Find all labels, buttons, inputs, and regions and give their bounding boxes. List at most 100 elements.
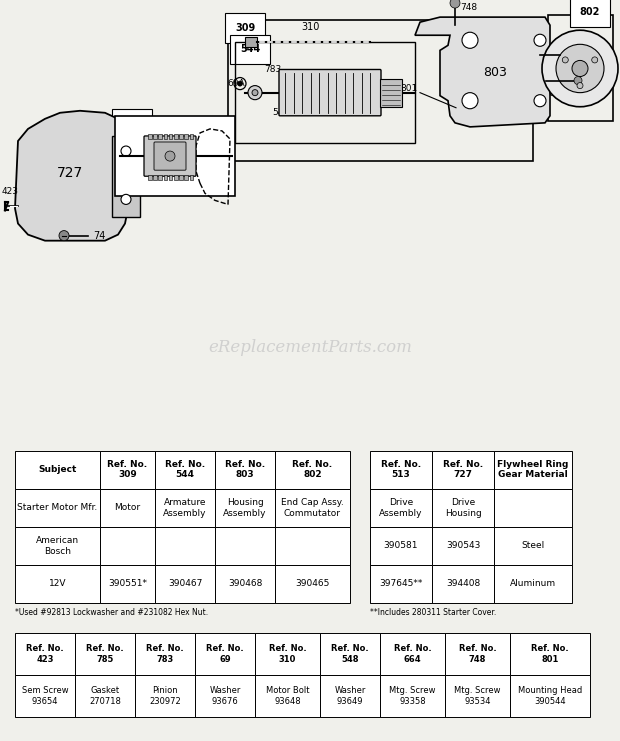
Text: 397645**: 397645** [379,579,423,588]
Bar [15,451,100,489]
Circle shape [165,151,175,161]
Text: 69A: 69A [228,79,245,88]
Text: **Includes 280311 Starter Cover.: **Includes 280311 Starter Cover. [370,608,496,617]
Circle shape [591,57,598,63]
Circle shape [121,194,131,205]
Circle shape [562,57,569,63]
Text: 727: 727 [57,166,83,180]
Bar [432,565,494,603]
Circle shape [534,34,546,47]
Circle shape [574,76,582,84]
Bar [158,175,162,180]
Circle shape [462,93,478,109]
Text: Housing
Assembly: Housing Assembly [223,498,267,517]
Bar [153,175,157,180]
Bar [174,134,177,139]
Text: 394408: 394408 [446,579,480,588]
Text: Ref. No.
783: Ref. No. 783 [146,644,184,664]
Text: Armature
Assembly: Armature Assembly [163,498,206,517]
FancyBboxPatch shape [144,136,196,176]
Circle shape [59,230,69,241]
FancyBboxPatch shape [245,37,257,47]
Bar [235,42,415,143]
Text: Sem Screw
93654: Sem Screw 93654 [22,686,68,705]
Bar [510,675,590,717]
Text: Subject: Subject [38,465,77,474]
Text: Ref. No.
423: Ref. No. 423 [26,644,64,664]
Text: Drive
Housing: Drive Housing [445,498,481,517]
Bar [179,134,183,139]
Text: Ref. No.
803: Ref. No. 803 [225,460,265,479]
Text: 783: 783 [264,64,281,73]
Bar [445,633,510,675]
Bar [494,489,572,527]
Bar [432,451,494,489]
Bar [15,565,100,603]
Bar [432,527,494,565]
Text: *Used #92813 Lockwasher and #231082 Hex Nut.: *Used #92813 Lockwasher and #231082 Hex … [15,608,208,617]
Text: 390543: 390543 [446,542,480,551]
Bar [380,79,402,107]
Text: Mtg. Screw
93358: Mtg. Screw 93358 [389,686,436,705]
Text: 310: 310 [301,22,319,32]
Text: Drive
Assembly: Drive Assembly [379,498,423,517]
Bar [15,527,100,565]
Text: 189: 189 [542,62,559,71]
Text: Ref. No.
69: Ref. No. 69 [206,644,244,664]
Text: 390465: 390465 [295,579,330,588]
Bar [510,633,590,675]
Bar [155,489,215,527]
Circle shape [248,86,262,100]
Text: 664: 664 [548,89,565,98]
Text: Ref. No.
310: Ref. No. 310 [268,644,306,664]
Bar [320,675,380,717]
Bar [432,489,494,527]
Text: 423: 423 [2,187,19,196]
Polygon shape [15,110,128,241]
Bar [370,527,432,565]
FancyBboxPatch shape [279,70,381,116]
Text: Pinion
230972: Pinion 230972 [149,686,181,705]
Circle shape [572,61,588,76]
Text: 390467: 390467 [168,579,202,588]
Bar [195,675,255,717]
Bar [169,175,172,180]
Text: 390551*: 390551* [108,579,147,588]
Bar [190,134,193,139]
Bar [370,489,432,527]
Bar [275,451,350,489]
Bar [195,633,255,675]
Text: Ref. No.
785: Ref. No. 785 [86,644,124,664]
Polygon shape [415,17,550,127]
Text: End Cap Assy.
Commutator: End Cap Assy. Commutator [281,498,344,517]
Bar [148,175,151,180]
Bar [155,451,215,489]
Circle shape [252,90,258,96]
Circle shape [577,82,583,89]
Text: 785: 785 [204,158,223,168]
Circle shape [534,95,546,107]
Bar [275,527,350,565]
Text: Starter Motor Mfr.: Starter Motor Mfr. [17,503,97,512]
Bar [112,136,140,216]
Bar [370,565,432,603]
Circle shape [542,30,618,107]
Bar [158,134,162,139]
Text: Flywheel Ring
Gear Material: Flywheel Ring Gear Material [497,460,569,479]
Bar [380,633,445,675]
Text: 12V: 12V [49,579,66,588]
Bar [228,20,533,161]
Circle shape [450,0,460,8]
Text: Gasket
270718: Gasket 270718 [89,686,121,705]
Bar [15,633,75,675]
Circle shape [237,81,242,86]
Bar [215,527,275,565]
Bar [135,633,195,675]
Bar [155,527,215,565]
Bar [100,451,155,489]
Text: Motor Bolt
93648: Motor Bolt 93648 [266,686,309,705]
Circle shape [556,44,604,93]
Bar [370,451,432,489]
Bar [15,489,100,527]
Text: 74: 74 [93,230,105,241]
